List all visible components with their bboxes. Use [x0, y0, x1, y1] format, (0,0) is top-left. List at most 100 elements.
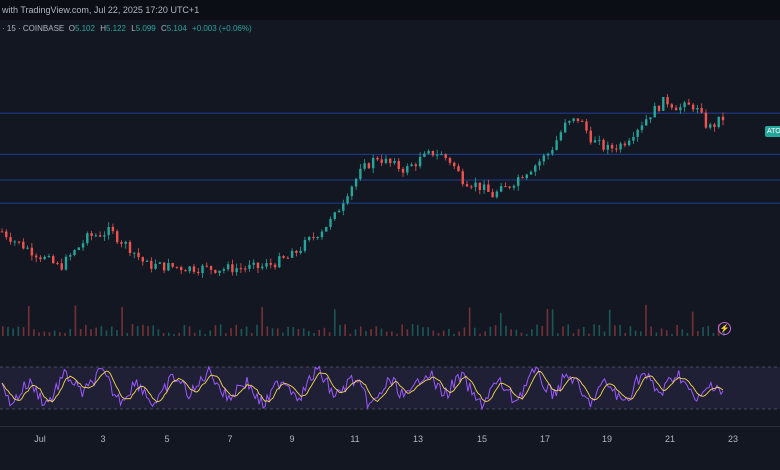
candle-body — [717, 116, 720, 127]
candle-body — [538, 161, 541, 166]
volume-bar — [691, 311, 694, 336]
volume-bar — [380, 328, 383, 336]
candle-body — [704, 112, 708, 128]
volume-bar — [157, 329, 160, 336]
volume-bar — [204, 333, 206, 336]
candle-body — [158, 262, 162, 264]
candle-body — [171, 263, 174, 267]
candle-body — [674, 107, 678, 111]
open-label: O — [68, 24, 75, 33]
time-tick-label: Jul — [34, 434, 46, 444]
candle-body — [30, 247, 34, 256]
candle-body — [376, 157, 379, 160]
volume-bar — [608, 309, 611, 336]
volume-bar — [53, 330, 56, 336]
candle-body — [282, 256, 285, 258]
candle-body — [69, 255, 72, 257]
volume-bar — [95, 327, 97, 336]
candle-body — [359, 168, 362, 179]
ohlc-legend: · 15 · COINBASE O5.102 H5.122 L5.099 C5.… — [2, 24, 255, 33]
volume-bar — [178, 332, 180, 336]
candle-body — [380, 159, 383, 163]
volume-bar — [437, 332, 440, 336]
candle-body — [389, 158, 392, 164]
candle-body — [521, 177, 524, 179]
candle-body — [393, 160, 396, 164]
volume-bar — [385, 331, 388, 336]
candle-body — [461, 171, 464, 185]
volume-bar — [510, 329, 512, 336]
price-chart[interactable] — [0, 0, 780, 426]
volume-bar — [370, 329, 372, 336]
candle-body — [350, 186, 354, 197]
candle-body — [337, 210, 341, 213]
candle-body — [619, 143, 622, 150]
volume-bar — [551, 309, 554, 336]
volume-bar — [142, 324, 144, 336]
volume-bar — [406, 329, 409, 336]
lightning-icon[interactable]: ⚡ — [718, 322, 731, 335]
candle-body — [448, 158, 452, 163]
candle-body — [606, 144, 610, 150]
candle-body — [572, 118, 575, 121]
volume-bar — [17, 326, 20, 336]
candle-body — [120, 242, 123, 244]
candle-body — [499, 186, 503, 192]
time-tick-label: 23 — [727, 434, 739, 444]
candle-body — [508, 186, 511, 188]
candle-body — [43, 256, 46, 260]
candle-body — [453, 162, 456, 167]
candle-body — [214, 269, 217, 273]
candle-body — [316, 237, 319, 239]
volume-bar — [546, 308, 549, 336]
change-value: +0.003 (+0.06%) — [192, 24, 252, 33]
legend-symbol: · 15 · COINBASE — [2, 24, 65, 33]
volume-bar — [359, 326, 362, 336]
candle-body — [226, 264, 230, 270]
candle-body — [235, 268, 238, 273]
volume-bar — [147, 326, 149, 336]
volume-bar — [588, 333, 590, 336]
volume-bar — [427, 327, 429, 336]
volume-bar — [686, 332, 689, 336]
volume-bar — [474, 327, 476, 336]
candle-body — [559, 132, 563, 141]
candle-body — [0, 231, 4, 233]
candle-body — [137, 252, 140, 258]
candle-body — [201, 265, 204, 274]
candle-body — [487, 184, 490, 192]
candle-body — [542, 155, 546, 162]
candle-body — [145, 260, 149, 262]
candle-body — [423, 153, 426, 157]
volume-bar — [422, 327, 424, 336]
candle-body — [5, 231, 8, 238]
time-axis[interactable]: Jul 3 5 7 9 11 13 15 17 19 21 23 — [0, 426, 780, 470]
volume-bar — [235, 324, 238, 336]
candle-body — [64, 256, 68, 270]
volume-bar — [344, 324, 346, 336]
candle-body — [546, 153, 550, 156]
time-tick-label: 15 — [476, 434, 488, 444]
candle-body — [47, 256, 51, 258]
volume-bar — [697, 331, 699, 336]
candle-body — [269, 263, 272, 265]
volume-bar — [105, 330, 108, 336]
volume-bar — [463, 327, 466, 336]
volume-bar — [100, 326, 103, 336]
candle-body — [295, 250, 298, 253]
volume-bar — [22, 327, 25, 336]
volume-bar — [250, 333, 253, 336]
volume-bar — [448, 328, 450, 336]
volume-bar — [79, 328, 82, 336]
volume-bar — [619, 324, 621, 336]
candle-body — [312, 237, 315, 239]
candle-body — [51, 256, 55, 264]
volume-bar — [536, 324, 538, 336]
volume-bar — [489, 326, 492, 336]
candle-body — [13, 241, 16, 243]
candle-body — [623, 143, 627, 146]
volume-bar — [38, 332, 40, 336]
volume-bar — [349, 333, 352, 336]
volume-bar — [64, 333, 66, 336]
volume-bar — [453, 333, 455, 336]
